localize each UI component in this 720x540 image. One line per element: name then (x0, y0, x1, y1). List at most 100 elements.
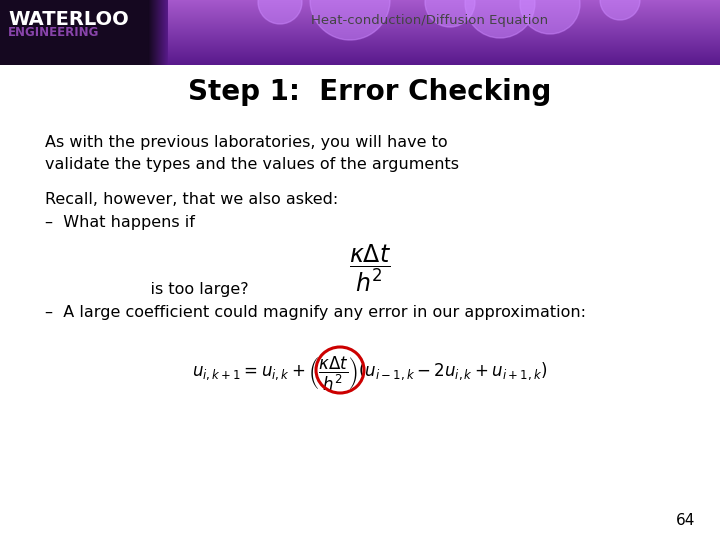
Bar (0, 52, 720, 53)
Bar (0, 28, 720, 29)
Bar (0, 33, 720, 34)
Bar (0, 10, 720, 11)
Bar (0, 27, 720, 28)
Bar (0, 59, 720, 60)
Bar (0, 2, 720, 3)
Text: ENGINEERING: ENGINEERING (8, 26, 99, 39)
Text: Heat-conduction/Diffusion Equation: Heat-conduction/Diffusion Equation (312, 14, 549, 27)
Bar (0, 40, 720, 41)
Bar (0, 60, 720, 61)
Text: 64: 64 (675, 513, 695, 528)
Bar (0, 4, 720, 5)
Bar (0, 31, 720, 32)
Text: –  What happens if: – What happens if (45, 215, 195, 230)
Bar (0, 22, 720, 23)
Circle shape (465, 0, 535, 38)
Text: validate the types and the values of the arguments: validate the types and the values of the… (45, 157, 459, 172)
Bar (0, 50, 720, 51)
Bar (0, 56, 720, 57)
Text: –  A large coefficient could magnify any error in our approximation:: – A large coefficient could magnify any … (45, 305, 586, 320)
Bar (0, 29, 720, 30)
Circle shape (258, 0, 302, 24)
Bar (0, 63, 720, 64)
Bar (0, 54, 720, 55)
Bar (0, 38, 720, 39)
Bar (0, 19, 720, 20)
Bar (0, 34, 720, 35)
Bar (0, 32, 720, 33)
Bar (0, 11, 720, 12)
FancyBboxPatch shape (151, 0, 152, 65)
Bar (0, 51, 720, 52)
Bar (0, 30, 720, 31)
Bar (0, 26, 720, 27)
FancyBboxPatch shape (157, 0, 158, 65)
Bar (0, 46, 720, 47)
Bar (0, 18, 720, 19)
Bar (0, 20, 720, 21)
Bar (0, 24, 720, 25)
Bar (0, 57, 720, 58)
FancyBboxPatch shape (153, 0, 154, 65)
Bar (0, 1, 720, 2)
Bar (0, 6, 720, 7)
Bar (0, 48, 720, 49)
Text: is too large?: is too large? (130, 282, 248, 297)
Text: Recall, however, that we also asked:: Recall, however, that we also asked: (45, 192, 338, 207)
FancyBboxPatch shape (152, 0, 153, 65)
Bar (0, 7, 720, 8)
FancyBboxPatch shape (165, 0, 166, 65)
Bar (0, 9, 720, 10)
FancyBboxPatch shape (164, 0, 165, 65)
FancyBboxPatch shape (167, 0, 168, 65)
Bar (0, 55, 720, 56)
FancyBboxPatch shape (150, 0, 151, 65)
Bar (0, 14, 720, 15)
FancyBboxPatch shape (156, 0, 157, 65)
FancyBboxPatch shape (166, 0, 167, 65)
Bar (0, 39, 720, 40)
Bar (0, 59, 720, 60)
Bar (0, 58, 720, 59)
Bar (0, 47, 720, 48)
FancyBboxPatch shape (149, 0, 150, 65)
Bar (0, 8, 720, 9)
Bar (0, 57, 720, 58)
Text: $\dfrac{\kappa\Delta t}{h^2}$: $\dfrac{\kappa\Delta t}{h^2}$ (349, 242, 391, 294)
Bar (0, 35, 720, 36)
FancyBboxPatch shape (162, 0, 163, 65)
Bar (0, 37, 720, 38)
Circle shape (600, 0, 640, 20)
Bar (0, 52, 720, 53)
Bar (0, 45, 720, 46)
FancyBboxPatch shape (0, 0, 148, 65)
Bar (0, 25, 720, 26)
FancyBboxPatch shape (163, 0, 164, 65)
Circle shape (310, 0, 390, 40)
Bar (0, 62, 720, 63)
Bar (0, 55, 720, 56)
Bar (0, 12, 720, 13)
Bar (0, 49, 720, 50)
Bar (0, 56, 720, 57)
Bar (0, 58, 720, 59)
Bar (0, 41, 720, 42)
Bar (0, 16, 720, 17)
Circle shape (425, 0, 475, 27)
Bar (0, 42, 720, 43)
Bar (0, 3, 720, 4)
Bar (0, 54, 720, 55)
Text: $u_{i,k+1} = u_{i,k} + \left(\dfrac{\kappa\Delta t}{h^2}\right)\left(u_{i-1,k} -: $u_{i,k+1} = u_{i,k} + \left(\dfrac{\kap… (192, 355, 548, 393)
Bar (0, 50, 720, 51)
Bar (0, 62, 720, 63)
Bar (0, 21, 720, 22)
Bar (0, 61, 720, 62)
FancyBboxPatch shape (159, 0, 160, 65)
FancyBboxPatch shape (148, 0, 149, 65)
Bar (0, 13, 720, 14)
Text: As with the previous laboratories, you will have to: As with the previous laboratories, you w… (45, 135, 448, 150)
Bar (0, 64, 720, 65)
FancyBboxPatch shape (155, 0, 156, 65)
Bar (0, 43, 720, 44)
FancyBboxPatch shape (158, 0, 159, 65)
